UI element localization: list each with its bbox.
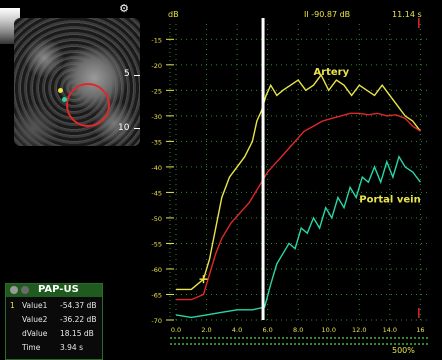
probe-logo-icon: ⚙	[119, 2, 129, 15]
y-tick-label: -65	[151, 291, 162, 299]
row-value: 18.15 dB	[60, 329, 94, 338]
x-tick-label: 16	[416, 326, 424, 334]
y-tick-label: -55	[151, 240, 162, 248]
row-label: Time	[22, 343, 41, 352]
ultrasound-panel: 5 10	[0, 0, 142, 150]
marker-green[interactable]	[62, 97, 67, 102]
record-icon[interactable]	[10, 286, 18, 294]
series-line-1	[176, 112, 421, 301]
roi-circle[interactable]	[66, 83, 110, 127]
series-line-0	[176, 73, 421, 291]
y-tick-label: -15	[151, 36, 162, 44]
y-tick-label: -40	[151, 164, 162, 172]
time-intensity-chart[interactable]: -15 -20 -25 -30 -35 -40 -45 -50 -55 -60 -65 -70 0.0 2…	[140, 10, 442, 358]
series-annotation: Artery	[313, 67, 349, 78]
x-tick-label: 2.0	[201, 326, 211, 334]
pap-us-panel: PAP-US 1 Value1 -54.37 dB Value2 -36.22 …	[5, 283, 103, 360]
x-tick-label: 10.0	[321, 326, 335, 334]
series-annotation: Portal vein	[359, 195, 420, 206]
x-tick-label: 14.0	[383, 326, 397, 334]
x-tick-label: 4.0	[232, 326, 242, 334]
depth-tick	[134, 75, 140, 76]
row-value: -36.22 dB	[60, 315, 97, 324]
pap-us-title: PAP-US	[38, 284, 79, 295]
y-tick-label: -45	[151, 189, 162, 197]
depth-tick	[134, 128, 140, 129]
depth-label-5: 5	[124, 69, 130, 79]
db-unit-label: dB	[168, 10, 179, 19]
x-tick-label: 8.0	[293, 326, 303, 334]
db-readout: II -90.87 dB	[304, 10, 351, 19]
series-line-2	[175, 154, 421, 319]
row-value: 3.94 s	[60, 343, 83, 352]
marker-yellow[interactable]	[58, 88, 63, 93]
ultrasound-image[interactable]	[14, 18, 140, 146]
row-label: Value2	[22, 315, 48, 324]
time-readout: 11.14 s	[392, 10, 422, 19]
y-tick-label: -20	[151, 62, 162, 70]
row-value: -54.37 dB	[60, 301, 97, 310]
pap-us-title-bar[interactable]: PAP-US	[6, 284, 102, 297]
depth-label-10: 10	[118, 123, 130, 133]
y-tick-label: -50	[151, 215, 162, 223]
chart-svg[interactable]: -15 -20 -25 -30 -35 -40 -45 -50 -55 -60 -65 -70 0.0 2…	[140, 10, 442, 358]
y-tick-label: -60	[151, 266, 162, 274]
zoom-percent: 500%	[392, 346, 415, 355]
row-index: 1	[10, 301, 15, 310]
y-tick-label: -35	[151, 138, 162, 146]
y-tick-label: -70	[151, 317, 162, 325]
row-label: Value1	[22, 301, 48, 310]
x-tick-label: 6.0	[262, 326, 272, 334]
row-label: dValue	[22, 329, 48, 338]
y-tick-label: -30	[151, 113, 162, 121]
y-tick-label: -25	[151, 87, 162, 95]
settings-icon[interactable]	[21, 286, 29, 294]
x-tick-label: 0.0	[171, 326, 181, 334]
x-tick-label: 12.0	[352, 326, 366, 334]
